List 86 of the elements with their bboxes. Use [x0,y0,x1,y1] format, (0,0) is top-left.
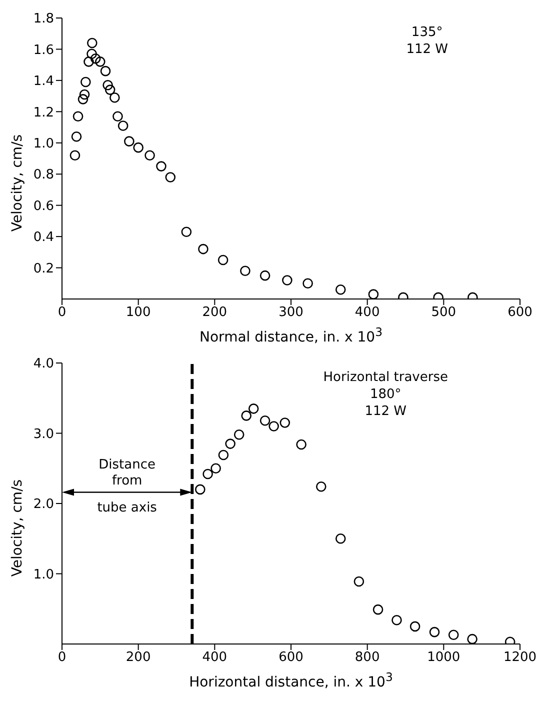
x-tick-label: 500 [431,305,456,320]
point [78,94,88,104]
point [316,481,326,492]
point [260,270,270,281]
y-axis-title: Velocity, cm/s [10,479,26,577]
point [448,630,459,640]
y-axis-title: Velocity, cm/s [10,134,26,232]
point [118,120,128,131]
point [133,142,144,153]
point [240,266,250,276]
point [181,226,192,238]
point [198,244,208,254]
x-axis-title: Normal distance, in. x 10$^{3}$ [198,325,384,346]
point [90,53,101,64]
x-tick-label: 1000 [427,650,460,666]
point [87,38,98,48]
x-tick-label: 1200 [503,650,537,666]
point [410,621,420,632]
x-axis-title: Horizontal distance, in. x 10$^{3}$ [188,670,394,691]
x-tick-label: 400 [202,650,228,666]
point [110,92,120,103]
point [195,484,206,495]
point [280,418,290,428]
x-tick-label: 0 [58,650,66,666]
point [218,450,229,460]
y-tick-label: 0.4 [33,230,54,246]
point [268,421,279,432]
x-tick-label: 300 [278,305,304,320]
y-tick-label: 1.2 [33,105,54,120]
x-tick-label: 400 [354,305,380,320]
point [296,439,306,450]
y-tick-label: 1.0 [33,136,54,152]
point [234,430,244,440]
y-tick-label: 0.8 [33,168,54,183]
point [302,278,313,289]
point [260,415,270,426]
point [202,468,213,480]
point [335,533,346,544]
x-tick-label: 200 [202,305,228,320]
point [102,80,113,90]
point [79,89,90,100]
annotation: Horizontal traverse 180° 112 W [323,369,448,420]
point [225,438,236,449]
x-tick-label: 600 [508,305,532,320]
point [241,410,252,421]
point [80,76,91,88]
y-tick-label: 1.8 [33,12,54,27]
point [218,254,228,266]
y-tick-label: 1.4 [33,74,54,90]
y-tick-label: 1.6 [33,42,54,58]
point [124,136,134,146]
point [335,284,346,295]
point [282,275,292,286]
x-tick-label: 800 [354,650,380,666]
y-tick-label: 3.0 [33,426,54,442]
x-tick-label: 200 [126,650,151,666]
x-tick-label: 0 [58,305,66,320]
y-tick-label: 1.0 [33,567,54,582]
ref-line-label: Distance from tube axis [97,457,158,516]
point [156,161,166,172]
point [354,576,364,587]
y-tick-label: 0.6 [33,198,54,214]
point [467,634,478,644]
point [70,150,80,161]
annotation: 135° 112 W [406,24,448,58]
y-tick-label: 2.0 [33,497,54,512]
point [84,56,94,67]
point [392,614,402,626]
point [100,66,111,76]
point [165,172,176,182]
point [72,111,84,122]
y-tick-label: 4.0 [33,356,54,372]
x-tick-label: 100 [126,305,151,320]
point [210,463,221,474]
point [429,626,440,638]
point [86,48,97,60]
y-tick-label: 0.2 [33,261,54,276]
point [95,56,106,67]
point [71,131,82,142]
x-tick-label: 600 [278,650,304,666]
point [368,289,379,299]
point [104,84,116,95]
point [372,604,384,615]
point [144,150,155,161]
point [112,111,123,122]
point [248,404,259,414]
